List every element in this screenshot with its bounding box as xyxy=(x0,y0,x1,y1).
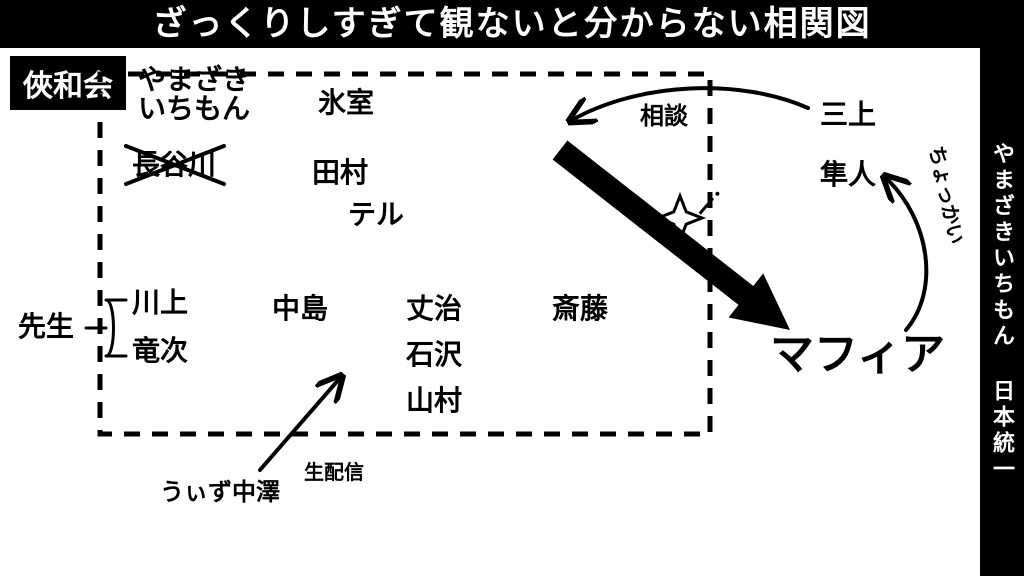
sidebar-vertical-text: やまざきいちもん 日本統一 xyxy=(980,48,1024,576)
node-teru: テル xyxy=(348,200,404,229)
annotation-sodan: 相談 xyxy=(640,96,688,131)
arrow-sodan_arrow xyxy=(572,88,808,120)
node-mafia: マフィア xyxy=(770,332,945,378)
node-hayato: 隼人 xyxy=(820,160,876,189)
node-hasegawa: 長谷川 xyxy=(132,150,216,179)
node-ishizawa: 石沢 xyxy=(406,340,462,369)
node-saito: 斎藤 xyxy=(552,294,608,323)
node-nakazawa: うぃず中澤 xyxy=(160,480,280,505)
node-mikami: 三上 xyxy=(820,100,876,129)
node-kawakami: 川上 xyxy=(132,288,188,317)
node-nakajima: 中島 xyxy=(272,294,328,323)
node-himuro: 氷室 xyxy=(318,88,374,117)
diagram-canvas: ざっくりしすぎて観ないと分からない相関図 やまざきいちもん 日本統一 俠和会 や… xyxy=(0,0,1024,576)
group-dashed-box xyxy=(100,74,710,434)
org-label: 俠和会 xyxy=(10,56,126,110)
impact-spark-icon xyxy=(658,192,719,240)
arrow-chokkai_arrow xyxy=(886,178,926,330)
annotation-chokkai: ちょっかい xyxy=(923,143,972,247)
node-sensei: 先生 xyxy=(18,312,74,341)
node-tamura: 田村 xyxy=(312,158,368,187)
node-yamazaki_ichimon: やまざきいちもん xyxy=(138,66,250,125)
annotation-haisin: 生配信 xyxy=(304,456,364,485)
node-ryuji: 竜次 xyxy=(132,336,188,365)
node-yamamura: 山村 xyxy=(406,386,462,415)
arrow-sensei_bracket xyxy=(86,300,126,356)
node-joji: 丈治 xyxy=(406,294,462,323)
page-title: ざっくりしすぎて観ないと分からない相関図 xyxy=(0,0,1024,48)
